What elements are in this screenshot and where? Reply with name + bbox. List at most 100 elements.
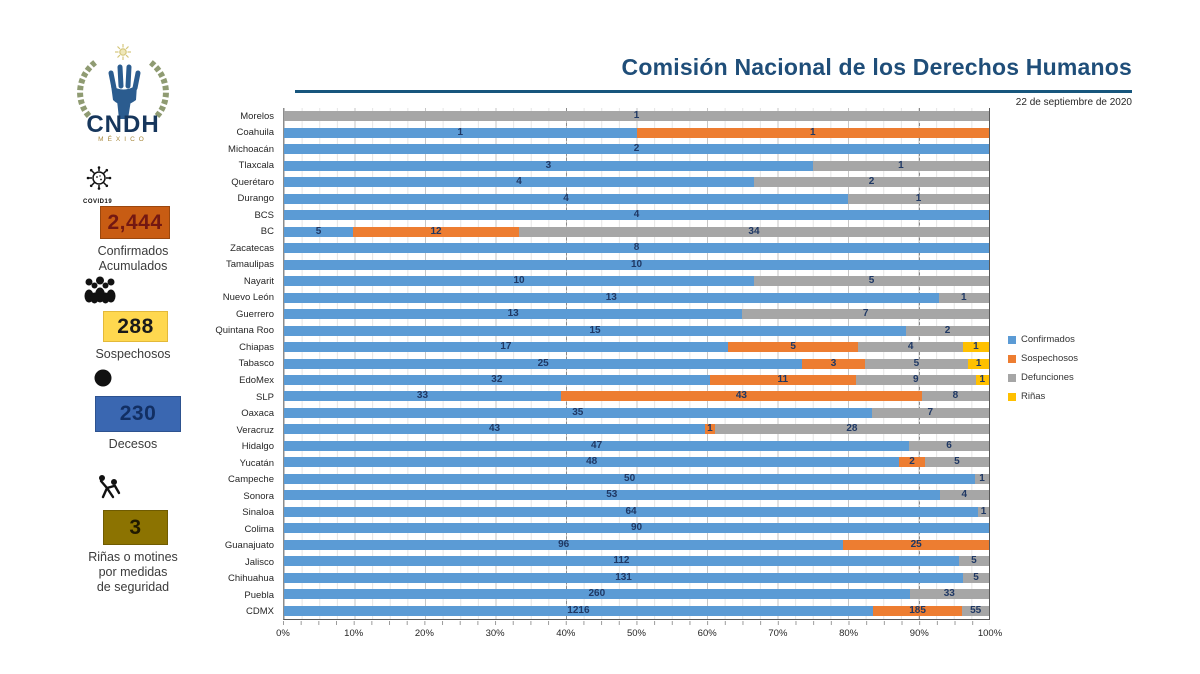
confirmados-value: 2,444 [107, 210, 163, 234]
bar-segment-defunciones: 7 [871, 406, 989, 418]
data-label: 5 [315, 225, 322, 237]
x-axis-label: 0% [276, 628, 290, 639]
data-label: 12 [430, 225, 442, 237]
y-axis-label: Michoacán [228, 143, 274, 155]
data-label: 5 [973, 571, 979, 583]
decesos-value: 230 [119, 402, 157, 425]
bar-row-Guanajuato: 96 25 [284, 537, 989, 553]
bar-segment-sospechosos: 185 [872, 604, 963, 616]
sospechosos-value: 288 [117, 314, 154, 338]
data-label: 8 [952, 390, 959, 402]
legend-swatch [1008, 335, 1016, 344]
bar-segment-sospechosos: 1 [636, 127, 989, 138]
bar-segment-confirmados: 35 [284, 407, 872, 418]
bar-row-Oaxaca: 35 7 [284, 405, 989, 421]
bar-segment-confirmados: 90 [284, 523, 989, 534]
data-label: 7 [862, 308, 869, 320]
data-label: 4 [961, 489, 968, 501]
logo-acronym: CNDH [86, 111, 159, 138]
stat-rinas: 3 Riñas o motines por medidas de segurid… [63, 472, 203, 595]
confirmados-value-box: 2,444 [100, 206, 170, 239]
data-label: 10 [513, 275, 525, 287]
bar-segment-confirmados: 3 [284, 159, 813, 171]
y-axis-label: Campeche [228, 474, 274, 486]
y-axis-label: Jalisco [244, 556, 274, 568]
rinas-value-box: 3 [103, 510, 168, 545]
data-label: 5 [868, 275, 875, 287]
y-axis-label: Chiapas [239, 341, 274, 353]
y-axis-label: Puebla [244, 589, 274, 601]
bar-segment-confirmados: 10 [284, 259, 989, 270]
bar-row-Hidalgo: 47 6 [284, 438, 989, 454]
bar-row-Zacatecas: 8 [284, 240, 989, 256]
bar-segment-defunciones: 4 [858, 342, 963, 353]
data-label: 1 [961, 291, 967, 303]
bar-row-Nuevo León: 13 1 [284, 289, 989, 305]
y-axis-label: Zacatecas [230, 242, 274, 254]
data-label: 1 [898, 159, 904, 171]
y-axis-label: Morelos [240, 110, 274, 122]
bar-segment-confirmados: 260 [284, 589, 910, 600]
data-label: 25 [537, 357, 549, 369]
x-axis-label: 30% [485, 628, 505, 639]
data-label: 2 [909, 456, 915, 468]
bar-row-Chihuahua: 131 5 [284, 570, 989, 586]
data-label: 7 [927, 406, 934, 418]
sospechosos-value-box: 288 [103, 311, 168, 342]
data-label: 185 [909, 604, 926, 616]
y-axis-label: Nuevo León [222, 292, 274, 304]
data-label: 15 [589, 324, 601, 336]
rinas-label: Riñas o motines por medidas de seguridad [88, 550, 178, 594]
y-axis-label: Veracruz [236, 424, 275, 436]
bar-segment-confirmados: 13 [284, 291, 939, 303]
bar-row-Guerrero: 13 7 [284, 306, 989, 322]
y-axis-label: Yucatán [239, 457, 274, 469]
bar-segment-confirmados: 48 [284, 457, 900, 468]
bar-segment-confirmados: 112 [284, 556, 959, 567]
data-label: 6 [946, 439, 952, 451]
bar-segment-defunciones: 34 [518, 226, 989, 237]
bar-segment-riñas: 1 [962, 342, 989, 353]
bar-row-BC: 5 12 34 [284, 223, 989, 239]
bar-segment-defunciones: 5 [754, 275, 989, 287]
data-label: 13 [507, 308, 519, 320]
bar-segment-sospechosos: 1 [705, 424, 715, 435]
data-label: 43 [735, 390, 747, 402]
bar-segment-confirmados: 25 [284, 357, 803, 369]
bar-segment-confirmados: 1216 [284, 605, 873, 616]
bar-row-CDMX: 1216 185 55 [284, 603, 989, 619]
bar-row-Sonora: 53 4 [284, 487, 989, 503]
bar-row-BCS: 4 [284, 207, 989, 223]
bar-segment-confirmados: 50 [284, 473, 976, 484]
bar-row-Veracruz: 43 1 28 [284, 421, 989, 437]
data-label: 5 [790, 341, 796, 353]
bar-segment-defunciones: 5 [958, 556, 989, 567]
data-label: 4 [516, 176, 522, 188]
bar-segment-confirmados: 64 [284, 506, 979, 517]
x-axis-label: 60% [697, 628, 717, 639]
bar-segment-defunciones: 6 [909, 439, 989, 451]
bar-row-Nayarit: 10 5 [284, 273, 989, 289]
data-label: 3 [545, 159, 552, 171]
data-label: 1 [915, 192, 922, 204]
y-axis-label: EdoMex [239, 375, 274, 386]
data-label: 5 [954, 456, 960, 468]
bar-segment-defunciones: 1 [284, 111, 989, 122]
bar-row-Chiapas: 17 5 4 1 [284, 339, 989, 355]
rinas-value: 3 [129, 515, 142, 539]
bar-segment-confirmados: 32 [284, 374, 710, 385]
legend-label: Riñas [1021, 391, 1046, 402]
bar-segment-sospechosos: 11 [709, 373, 856, 385]
data-label: 2 [944, 324, 951, 336]
data-label: 25 [910, 538, 922, 550]
y-axis-label: SLP [256, 391, 274, 403]
x-axis-label: 40% [556, 628, 576, 639]
data-label: 13 [605, 291, 617, 303]
data-label: 1 [457, 126, 464, 138]
bar-segment-defunciones: 4 [939, 489, 989, 501]
data-label: 11 [777, 373, 789, 385]
bar-segment-sospechosos: 2 [899, 456, 925, 468]
stacked-bar-plot: 1 1 1 2 3 1 4 2 4 1 4 5 12 34 8 10 10 5 13 1 13 7 15 2 17 5 4 1 25 3 5… [283, 108, 990, 620]
sospechosos-label: Sospechosos [95, 347, 171, 361]
